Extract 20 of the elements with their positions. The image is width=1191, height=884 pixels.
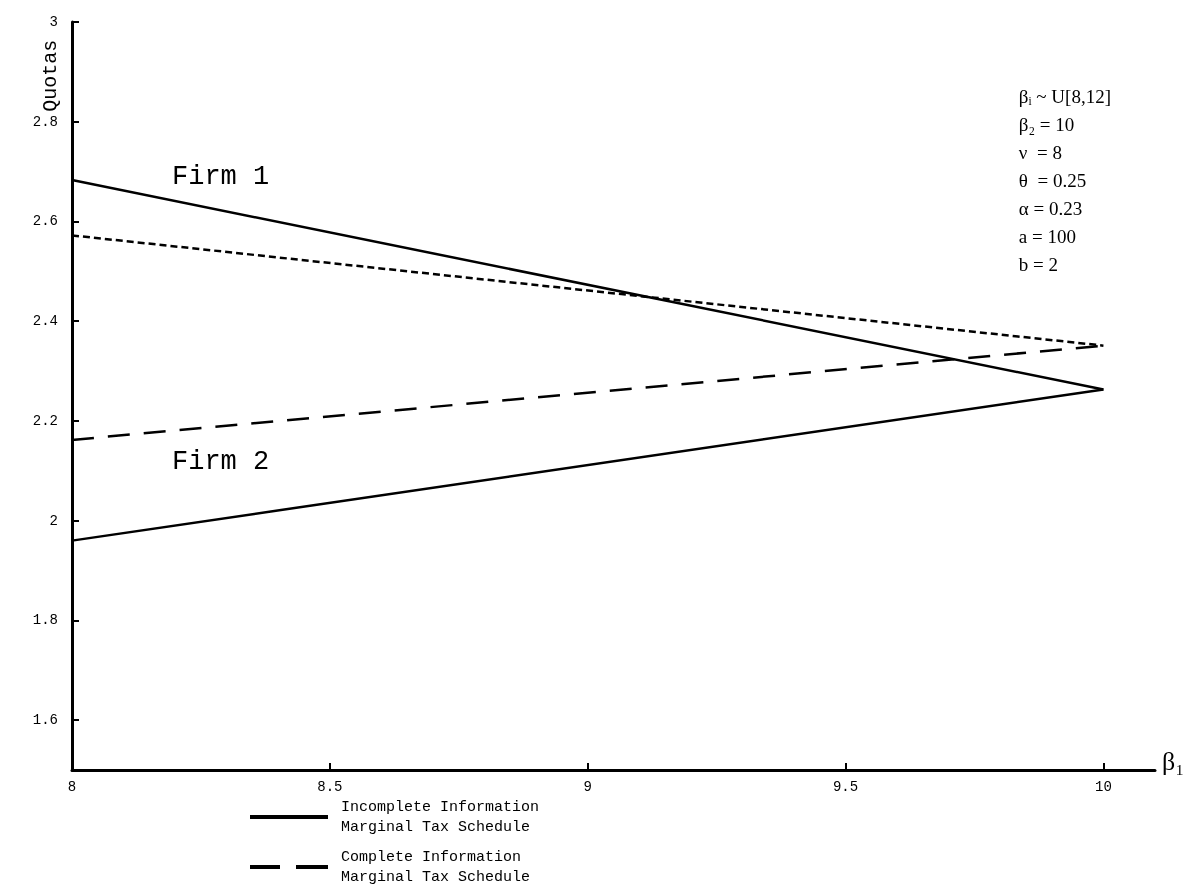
legend-label: Incomplete Information Marginal Tax Schedule [341, 798, 540, 836]
y-tick-label: 2.4 [32, 313, 58, 330]
x-tick-label: 8.5 [317, 779, 343, 795]
y-tick-label: 3 [49, 14, 58, 30]
x-tick-label: 9.5 [832, 779, 859, 795]
annotation: βᵢ ~ U[8,12] β₂ = 10 ν = 8 θ = 0.25 α = 0.23 a = 100 b = 2 [1018, 85, 1112, 275]
annotation: Firm 2 [172, 447, 270, 477]
annotation: Firm 1 [172, 162, 270, 192]
y-tick-label: 2.8 [32, 113, 58, 130]
x-tick-label: 8 [67, 779, 77, 795]
legend-label: Complete Information Marginal Tax Schedule [341, 848, 531, 884]
y-tick-label: 2 [49, 512, 58, 529]
y-tick-label: 2.2 [32, 412, 58, 429]
y-tick-label: 2.6 [32, 213, 58, 230]
y-tick-label: 1.8 [32, 612, 58, 629]
x-tick-label: 9 [583, 779, 592, 795]
y-axis-title: Quotas [38, 39, 62, 112]
y-tick-label: 1.6 [32, 712, 58, 729]
x-tick-label: 10 [1095, 779, 1112, 795]
x-axis-title: β₁ [1162, 746, 1185, 776]
